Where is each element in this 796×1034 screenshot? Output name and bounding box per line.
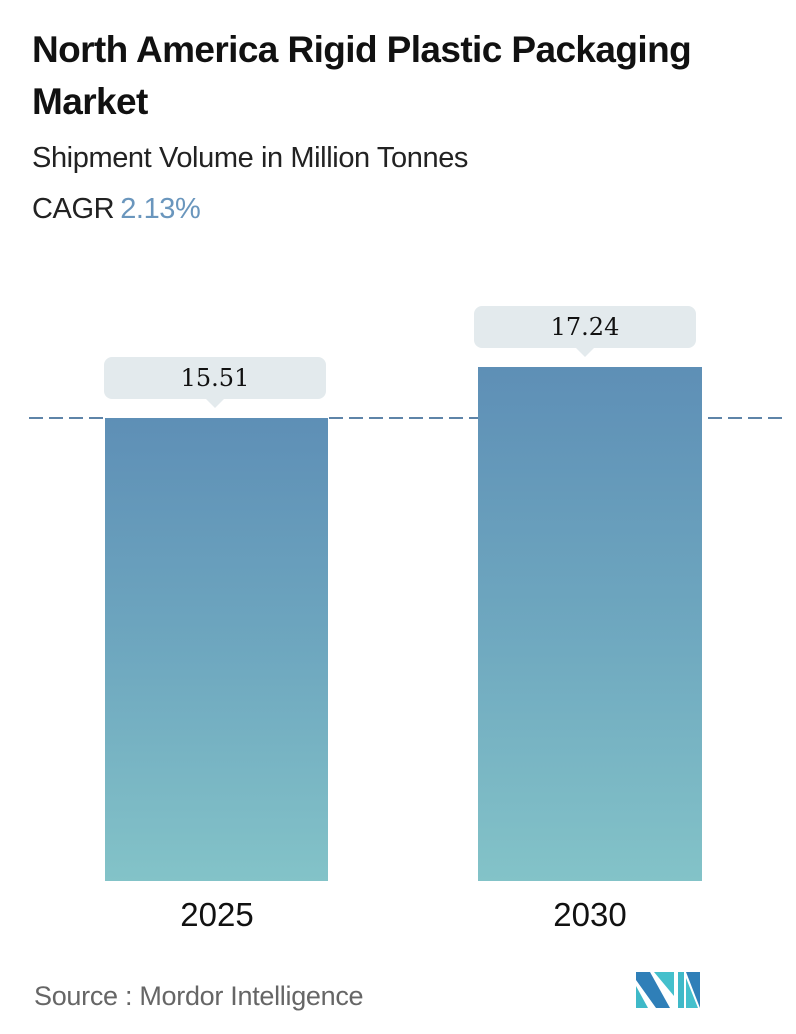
value-label-2030: 17.24	[474, 306, 696, 357]
chart-title: North America Rigid Plastic Packaging Ma…	[32, 29, 692, 122]
cagr-value: 2.13%	[120, 193, 201, 225]
bar-2025[interactable]	[105, 418, 328, 881]
source-text: Source : Mordor Intelligence	[34, 981, 364, 1011]
reference-dashed-line	[708, 417, 784, 419]
cagr-line: CAGR 2.13%	[32, 189, 201, 229]
x-axis-label-2025: 2025	[180, 896, 254, 933]
x-axis-label-2030: 2030	[553, 896, 627, 933]
mordor-intelligence-logo-icon	[636, 972, 700, 1008]
cagr-label: CAGR	[32, 193, 115, 225]
value-label-2025: 15.51	[104, 357, 326, 408]
reference-dashed-line	[329, 417, 478, 419]
reference-dashed-line	[29, 417, 105, 419]
chart-subtitle: Shipment Volume in Million Tonnes	[32, 142, 469, 174]
bar-2030[interactable]	[478, 367, 702, 881]
